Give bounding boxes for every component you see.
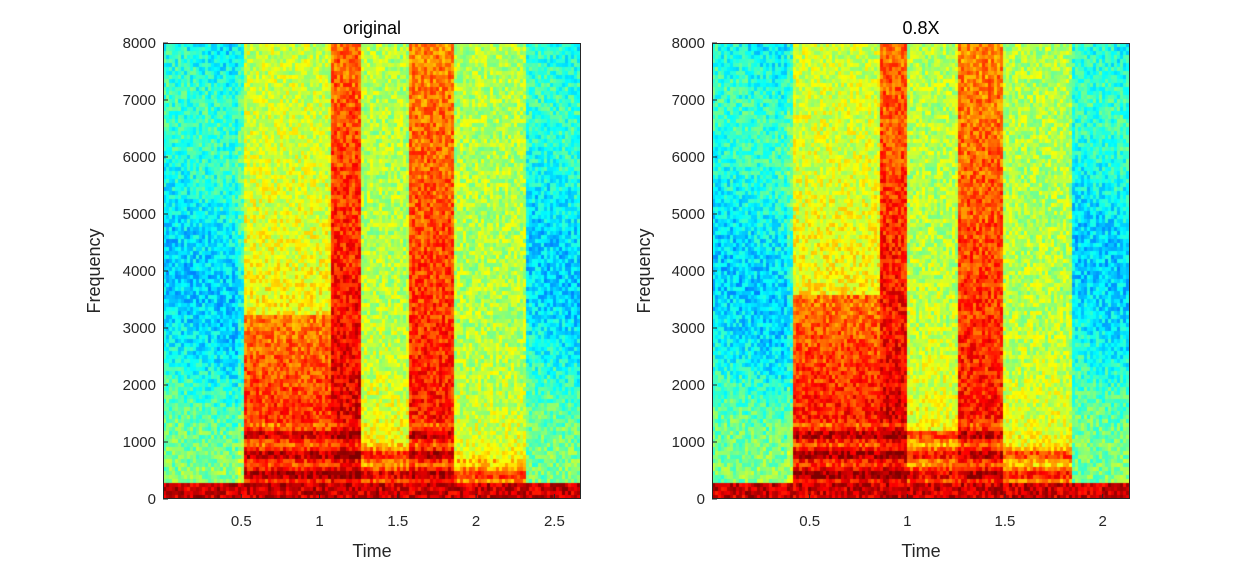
x-tick-label: 1 [315,513,323,530]
y-tick-label: 0 [697,491,705,508]
y-tick-label: 3000 [123,320,156,337]
y-tick-label: 2000 [672,377,705,394]
chart-title-0-8x: 0.8X [902,18,939,38]
x-tick-label: 2 [1098,513,1106,530]
y-tick-label: 0 [148,491,156,508]
x-tick-label: 1.5 [387,513,408,530]
y-tick-label: 4000 [123,263,156,280]
spectrogram-original [163,43,581,499]
y-tick-label: 1000 [123,434,156,451]
y-tick-label: 2000 [123,377,156,394]
y-ticks-original: 0 1000 2000 3000 4000 5000 6000 7000 8000 [123,35,168,508]
y-tick-label: 4000 [672,263,705,280]
subplot-original: original 0.5 1 1.5 2 2.5 0 1000 2000 3000 4000 50… [84,18,581,561]
y-tick-label: 7000 [123,92,156,109]
x-tick-label: 0.5 [231,513,252,530]
y-tick-label: 8000 [672,35,705,52]
y-tick-label: 1000 [672,434,705,451]
x-ticks-original: 0.5 1 1.5 2 2.5 [231,494,565,530]
x-tick-label: 1 [903,513,911,530]
y-tick-label: 3000 [672,320,705,337]
spectrogram-original-wrapper [163,43,581,499]
x-tick-label: 0.5 [799,513,820,530]
chart-title-original: original [343,18,401,38]
y-axis-label-original: Frequency [84,228,104,313]
x-tick-label: 2 [472,513,480,530]
y-tick-label: 8000 [123,35,156,52]
subplot-0-8x: 0.8X 0.5 1 1.5 2 0 1000 2000 3000 4000 5000 6000 7… [634,18,1130,561]
x-axis-label-0-8x: Time [901,541,940,561]
spectrogram-0-8x [712,43,1130,499]
x-tick-label: 2.5 [544,513,565,530]
y-axis-label-0-8x: Frequency [634,228,654,313]
x-ticks-0-8x: 0.5 1 1.5 2 [799,494,1107,530]
y-tick-label: 6000 [672,149,705,166]
x-tick-label: 1.5 [995,513,1016,530]
y-tick-label: 7000 [672,92,705,109]
y-ticks-0-8x: 0 1000 2000 3000 4000 5000 6000 7000 8000 [672,35,717,508]
y-tick-label: 5000 [123,206,156,223]
y-tick-label: 5000 [672,206,705,223]
y-tick-label: 6000 [123,149,156,166]
spectrogram-0-8x-wrapper [712,43,1130,499]
x-axis-label-original: Time [352,541,391,561]
